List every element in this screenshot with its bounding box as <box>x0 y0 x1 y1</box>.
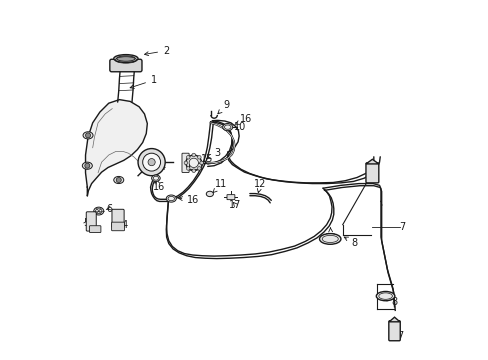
Circle shape <box>192 153 195 157</box>
Circle shape <box>138 149 165 176</box>
Ellipse shape <box>114 176 123 184</box>
Circle shape <box>189 158 198 167</box>
Circle shape <box>200 161 203 165</box>
Polygon shape <box>85 100 147 196</box>
Text: 16: 16 <box>152 179 164 192</box>
Text: 8: 8 <box>344 237 357 248</box>
Ellipse shape <box>95 209 102 213</box>
FancyBboxPatch shape <box>112 209 124 228</box>
FancyBboxPatch shape <box>226 195 234 200</box>
FancyBboxPatch shape <box>86 212 96 231</box>
Ellipse shape <box>116 56 135 61</box>
Circle shape <box>116 177 121 183</box>
Text: 9: 9 <box>218 100 229 114</box>
Text: 5: 5 <box>83 218 89 228</box>
Text: 14: 14 <box>117 220 129 230</box>
FancyBboxPatch shape <box>89 226 101 233</box>
Circle shape <box>197 156 201 159</box>
Ellipse shape <box>222 123 232 131</box>
Ellipse shape <box>206 191 213 197</box>
Circle shape <box>192 169 195 172</box>
Text: 12: 12 <box>254 179 266 193</box>
Text: 7: 7 <box>396 332 403 342</box>
Polygon shape <box>365 159 378 164</box>
Circle shape <box>84 163 90 168</box>
Text: 11: 11 <box>213 179 227 193</box>
Circle shape <box>148 158 155 166</box>
FancyBboxPatch shape <box>111 222 124 231</box>
Circle shape <box>142 153 160 171</box>
Ellipse shape <box>376 292 394 301</box>
Ellipse shape <box>319 234 340 244</box>
Text: 16: 16 <box>234 114 252 125</box>
Text: 4: 4 <box>155 162 165 172</box>
Text: 6: 6 <box>106 203 112 213</box>
Text: 10: 10 <box>224 122 245 132</box>
Ellipse shape <box>83 132 93 139</box>
Ellipse shape <box>153 176 158 180</box>
Circle shape <box>186 167 190 170</box>
Polygon shape <box>388 317 399 322</box>
Ellipse shape <box>151 175 160 181</box>
Text: 13: 13 <box>324 227 336 243</box>
Text: 7: 7 <box>398 222 405 232</box>
Text: 17: 17 <box>229 200 241 210</box>
Ellipse shape <box>168 197 174 201</box>
Circle shape <box>186 156 190 159</box>
Text: 15: 15 <box>195 154 213 164</box>
Ellipse shape <box>94 207 103 215</box>
Ellipse shape <box>224 125 230 129</box>
Ellipse shape <box>82 162 92 169</box>
Text: 1: 1 <box>130 75 157 89</box>
FancyBboxPatch shape <box>189 163 201 170</box>
Ellipse shape <box>166 195 176 202</box>
FancyBboxPatch shape <box>365 163 378 183</box>
Text: 16: 16 <box>178 195 199 204</box>
Circle shape <box>185 155 201 171</box>
Ellipse shape <box>114 55 138 63</box>
Circle shape <box>85 133 90 138</box>
Text: 3: 3 <box>206 148 220 159</box>
Circle shape <box>197 167 201 170</box>
Text: 2: 2 <box>144 46 169 56</box>
FancyBboxPatch shape <box>388 321 400 341</box>
Circle shape <box>184 161 187 165</box>
Text: 8: 8 <box>384 297 396 307</box>
FancyBboxPatch shape <box>110 59 142 72</box>
FancyBboxPatch shape <box>182 153 189 172</box>
